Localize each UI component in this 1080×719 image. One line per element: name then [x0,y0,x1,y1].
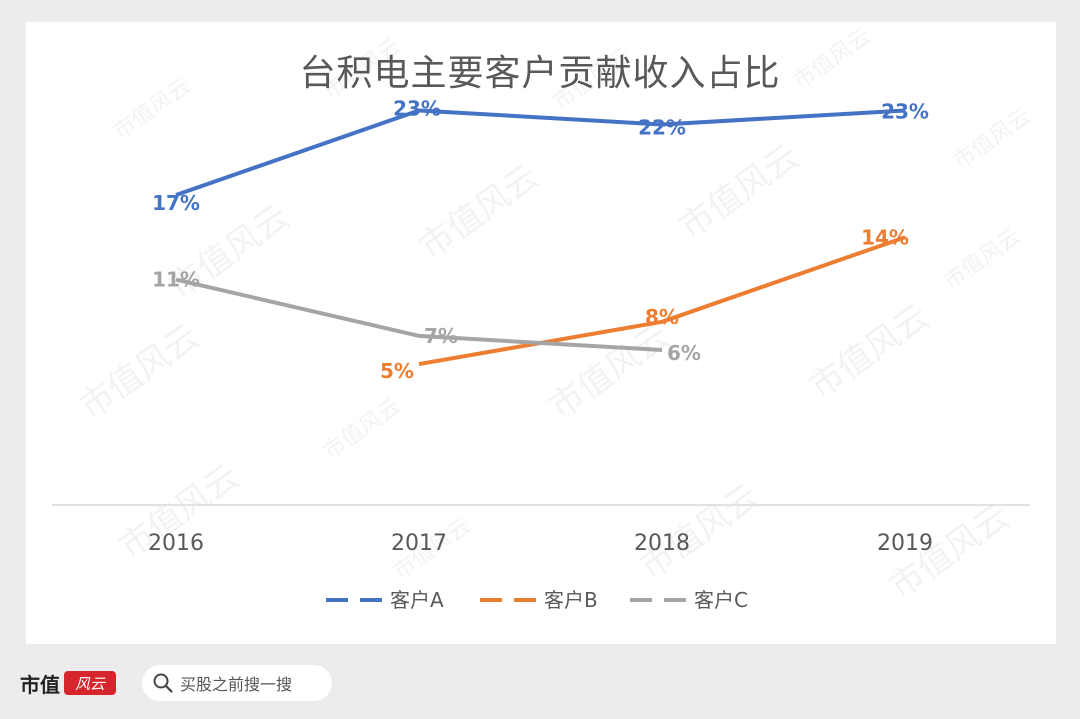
data-label-A: 22% [638,116,686,140]
x-tick-label: 2017 [391,531,447,556]
watermark-text: 市值风云 [542,317,676,428]
x-tick-label: 2016 [148,531,204,556]
watermark-text: 市值风云 [789,24,875,95]
data-label-C: 6% [667,341,701,365]
watermark-text: 市值风云 [319,394,405,465]
search-placeholder: 买股之前搜一搜 [180,675,293,694]
watermark-text: 市值风云 [939,224,1025,295]
series-line-B [418,235,906,367]
legend-label: 客户A [390,588,444,612]
brand-script-badge: 风云 [64,671,116,695]
watermark-text: 市值风云 [412,157,546,268]
x-tick-label: 2018 [634,531,690,556]
search-icon [153,673,173,693]
watermark-text: 市值风云 [72,317,206,428]
watermark-text: 市值风云 [319,34,405,105]
data-label-A: 23% [393,96,441,120]
watermark-text: 市值风云 [949,104,1035,175]
data-label-B: 5% [380,359,414,383]
data-label-B: 14% [861,225,909,249]
watermark-text: 市值风云 [549,44,635,115]
chart-title: 台积电主要客户贡献收入占比 [299,53,781,94]
legend-label: 客户B [544,588,598,612]
search-box[interactable]: 买股之前搜一搜 [142,665,332,701]
data-label-A: 17% [152,191,200,215]
legend-label: 客户C [694,588,748,612]
chart-card [26,22,1056,644]
series-line-C [175,277,663,352]
brand-logo[interactable]: 市值 风云 [20,668,116,698]
brand-name: 市值 [20,672,60,697]
legend-item-C: 客户C [630,588,748,612]
legend-item-B: 客户B [480,588,598,612]
x-tick-label: 2019 [877,531,933,556]
data-label-B: 8% [645,305,679,329]
data-label-A: 23% [881,99,929,123]
watermark-text: 市值风云 [109,74,195,145]
watermark-text: 市值风云 [802,297,936,408]
data-label-C: 7% [424,324,458,348]
legend-item-A: 客户A [326,588,444,612]
watermark-text: 市值风云 [672,137,806,248]
footer-bar: 市值 风云 买股之前搜一搜 [0,650,1080,719]
series-line-A [175,108,906,197]
data-label-C: 11% [152,268,200,292]
